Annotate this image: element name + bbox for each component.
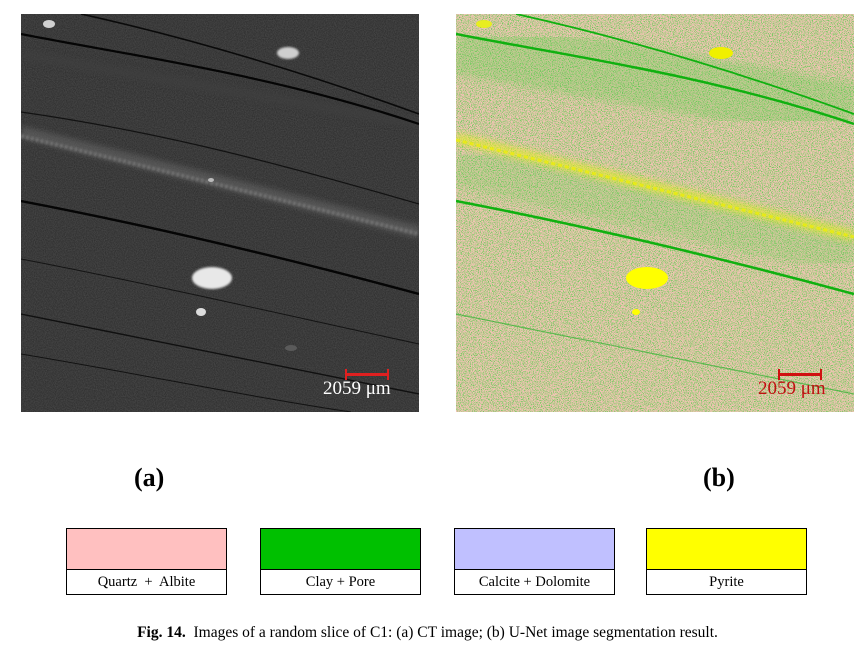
segmentation-image	[456, 14, 854, 412]
ct-scale-label: 2059 μm	[323, 378, 391, 399]
scale-bar-line	[345, 373, 389, 376]
figure-number: Fig. 14.	[137, 624, 186, 641]
legend-item-quartz-albite: Quartz + Albite	[66, 528, 227, 595]
scale-bar-line	[778, 373, 822, 376]
legend-label: Calcite + Dolomite	[478, 573, 591, 590]
ct-image	[21, 14, 419, 412]
legend-label: Pyrite	[709, 573, 744, 590]
segmentation-image-panel: 2059 μm	[456, 14, 854, 412]
legend-item-calcite-dolomite: Calcite + Dolomite	[454, 528, 615, 595]
legend-swatch	[261, 529, 420, 570]
subfigure-label-b: (b)	[703, 463, 735, 492]
legend-swatch	[647, 529, 806, 570]
legend-swatch	[455, 529, 614, 570]
subfigure-label-a: (a)	[134, 463, 165, 492]
caption-text: Images of a random slice of C1: (a) CT i…	[193, 624, 718, 641]
figure-caption: Fig. 14. Images of a random slice of C1:…	[0, 624, 855, 642]
ct-image-panel: 2059 μm	[21, 14, 419, 412]
legend-item-pyrite: Pyrite	[646, 528, 807, 595]
legend-label: Quartz + Albite	[97, 573, 196, 590]
legend-swatch	[67, 529, 226, 570]
legend-item-clay-pore: Clay + Pore	[260, 528, 421, 595]
segmentation-scale-label: 2059 μm	[758, 378, 826, 399]
legend-label: Clay + Pore	[305, 573, 376, 590]
